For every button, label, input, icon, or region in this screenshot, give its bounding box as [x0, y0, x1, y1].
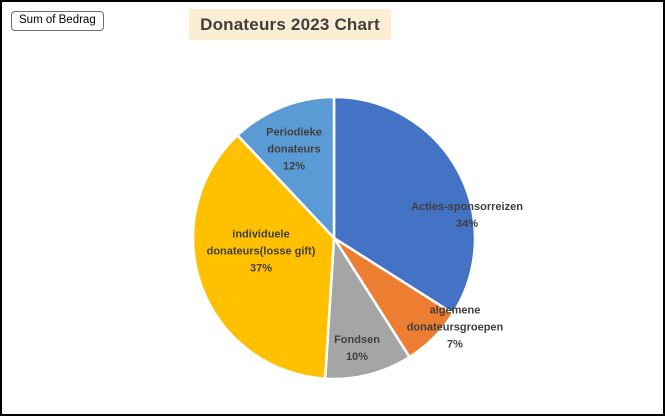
chart-title[interactable]: Donateurs 2023 Chart	[189, 9, 391, 40]
pie-slice-2[interactable]	[323, 236, 411, 381]
pie-slice-4[interactable]	[236, 95, 336, 240]
pie-slice-3[interactable]	[191, 133, 336, 380]
pivot-field-button[interactable]: Sum of Bedrag	[11, 11, 104, 31]
pie-chart[interactable]	[184, 88, 484, 388]
